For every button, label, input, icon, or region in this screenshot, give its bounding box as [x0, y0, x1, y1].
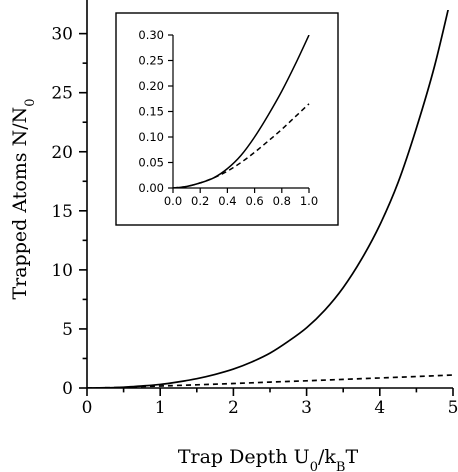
- main-y-tick-label: 20: [51, 143, 73, 163]
- inset-series-solid-line: [172, 35, 310, 188]
- inset-x-tick-label: 0.8: [273, 194, 291, 208]
- inset-y-tick-label: 0.30: [138, 28, 164, 42]
- inset-y-tick-label: 0.20: [138, 79, 164, 93]
- main-x-axis-title: Trap Depth U0/kBT: [178, 446, 359, 472]
- inset-y-tick-label: 0.15: [138, 105, 164, 119]
- inset-x-tick-label: 0.2: [191, 194, 209, 208]
- main-y-tick-label: 10: [51, 261, 73, 281]
- main-plot: 0 1 2 3 4 5 0 5 10 15 20 25 30 Trap Depth U0/kBT Trapp…: [9, 0, 458, 472]
- main-y-tick-label: 15: [51, 202, 73, 222]
- main-y-tick-label: 30: [51, 25, 73, 45]
- inset-plot: 0.0 0.2 0.4 0.6 0.8 1.0 0.00 0.05 0.10 0.15 0.20 0.…: [115, 12, 339, 226]
- inset-x-tick-label: 0.4: [218, 194, 236, 208]
- inset-y-tick-label: 0.10: [138, 130, 164, 144]
- main-y-axis-title: Trapped Atoms N/N0: [9, 98, 38, 299]
- inset-y-tick-label: 0.05: [138, 156, 164, 170]
- main-y-tick-label: 5: [62, 320, 73, 340]
- inset-y-tick-label: 0.00: [138, 181, 164, 195]
- main-y-tick-label: 25: [51, 84, 73, 104]
- inset-series-dashed-line: [172, 103, 310, 188]
- main-series-dashed-line: [86, 374, 454, 388]
- main-x-tick-label: 5: [448, 398, 458, 418]
- inset-y-tick-label: 0.25: [138, 54, 164, 68]
- main-x-tick-label: 1: [155, 398, 166, 418]
- main-x-tick-label: 2: [228, 398, 239, 418]
- inset-x-tick-label: 0.6: [245, 194, 263, 208]
- main-series-solid-line: [86, 10, 449, 388]
- main-x-tick-label: 0: [82, 398, 93, 418]
- inset-x-tick-label: 1.0: [300, 194, 318, 208]
- main-y-tick-label: 0: [62, 379, 73, 399]
- inset-x-tick-label: 0.0: [164, 194, 182, 208]
- main-x-tick-label: 3: [301, 398, 312, 418]
- main-x-tick-label: 4: [374, 398, 385, 418]
